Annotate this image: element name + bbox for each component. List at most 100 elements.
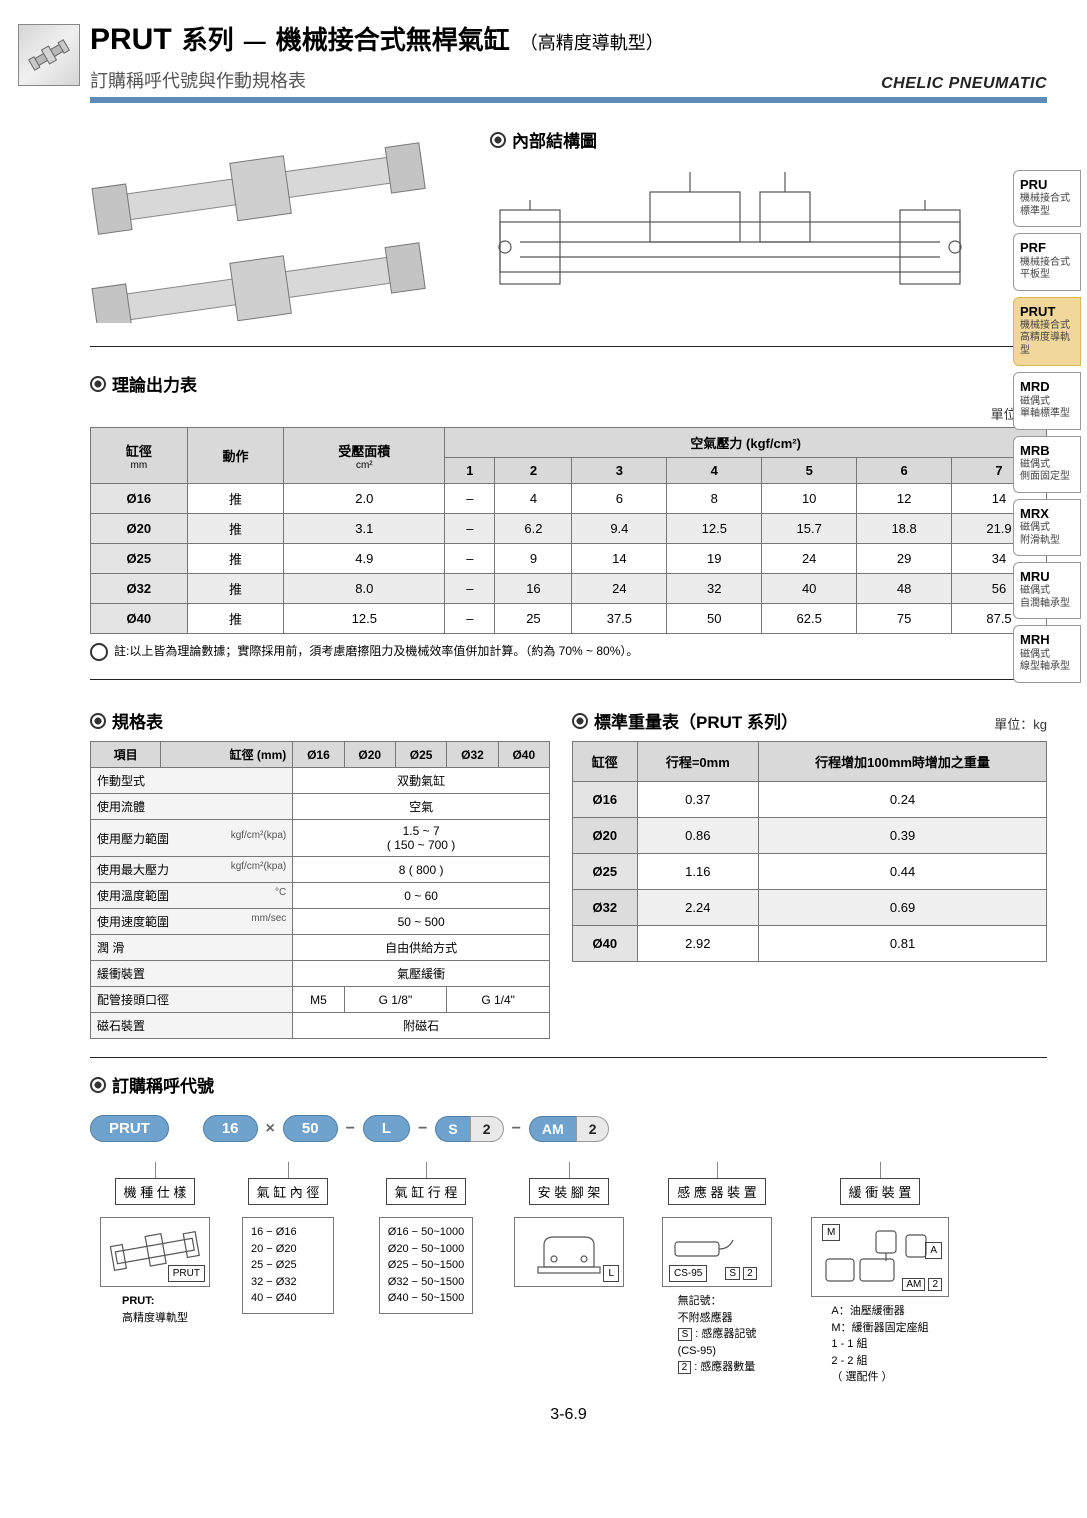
pill-model: PRUT xyxy=(90,1115,169,1142)
struct-diagram xyxy=(490,162,970,312)
spec-bore-4: Ø40 xyxy=(498,742,549,768)
weight-col-bore: 缸徑 xyxy=(573,742,638,782)
weight-heading: 標準重量表（PRUT 系列） xyxy=(572,708,798,733)
pill-x: × xyxy=(266,1120,275,1138)
force-table: 缸徑mm 動作 受壓面積cm² 空氣壓力 (kgf/cm²) 1234567 Ø… xyxy=(90,427,1047,634)
spec-magnet-value: 附磁石 xyxy=(293,1013,550,1039)
order-buffer-tag-a: A xyxy=(925,1242,942,1259)
order-sensor-tag-2: 2 xyxy=(743,1267,757,1280)
order-sensor-img: CS-95 S 2 xyxy=(662,1217,772,1287)
order-mount-img: L xyxy=(514,1217,624,1287)
force-pressure-col: 1 xyxy=(445,458,495,484)
force-note-text: 註:以上皆為理論數據；實際採用前，須考慮磨擦阻力及機械效率值併加計算。（約為 7… xyxy=(114,642,638,659)
side-nav: PRU機械接合式標準型 PRF機械接合式平板型 PRUT機械接合式高精度導軌型MRD… xyxy=(1013,170,1081,683)
order-sensor-tag-s: S xyxy=(725,1267,740,1280)
order-label-stroke: 氣 缸 行 程 xyxy=(386,1178,467,1205)
force-row: Ø16推2.0–468101214 xyxy=(91,484,1047,514)
spec-bore-2: Ø25 xyxy=(395,742,446,768)
spec-port-label: 配管接頭口徑 xyxy=(91,987,293,1013)
force-pressure-col: 5 xyxy=(762,458,857,484)
spec-row: 使用速度範圍mm/sec50 ~ 500 xyxy=(91,909,550,935)
spec-port-m5: M5 xyxy=(293,987,344,1013)
pill-buf-a: AM xyxy=(529,1116,576,1142)
spec-bore-0: Ø16 xyxy=(293,742,344,768)
spec-bore-1: Ø20 xyxy=(344,742,395,768)
order-buffer-tag-m: M xyxy=(822,1224,840,1241)
pill-buf-n: 2 xyxy=(576,1116,610,1142)
side-tab-mrh[interactable]: MRH磁偶式線型軸承型 xyxy=(1013,625,1081,682)
product-render xyxy=(90,113,460,328)
pill-stroke: 50 xyxy=(283,1115,338,1142)
pill-bore: 16 xyxy=(203,1115,258,1142)
side-tab-prf[interactable]: PRF機械接合式平板型 xyxy=(1013,233,1081,290)
force-pressure-col: 3 xyxy=(572,458,667,484)
side-tab-mrb[interactable]: MRB磁偶式側面固定型 xyxy=(1013,436,1081,493)
force-pressure-col: 6 xyxy=(857,458,952,484)
order-heading: 訂購稱呼代號 xyxy=(90,1072,1047,1097)
force-pressure-col: 2 xyxy=(495,458,572,484)
force-col-area-unit: cm² xyxy=(290,460,438,471)
order-label-buffer: 緩 衝 裝 置 xyxy=(840,1178,921,1205)
side-tab-mrx[interactable]: MRX磁偶式附滑軌型 xyxy=(1013,499,1081,556)
force-row: Ø32推8.0–162432404856 xyxy=(91,574,1047,604)
side-tab-mru[interactable]: MRU磁偶式自潤軸承型 xyxy=(1013,562,1081,619)
spec-magnet-label: 磁石裝置 xyxy=(91,1013,293,1039)
order-buffer-tag-am: AM xyxy=(902,1278,925,1291)
header-divider xyxy=(90,97,1047,103)
pill-sensor-n: 2 xyxy=(470,1116,504,1142)
spec-row: 使用最大壓力kgf/cm²(kpa)8 ( 800 ) xyxy=(91,857,550,883)
order-stroke-opts: Ø16 − 50~1000Ø20 − 50~1000Ø25 − 50~1500Ø… xyxy=(379,1217,473,1314)
spec-port-g14: G 1/4" xyxy=(447,987,550,1013)
pill-sensor-s: S xyxy=(435,1116,469,1142)
side-tab-pru[interactable]: PRU機械接合式標準型 xyxy=(1013,170,1081,227)
spec-table: 項目 缸徑 (mm) Ø16 Ø20 Ø25 Ø32 Ø40 作動型式双動氣缸使… xyxy=(90,741,550,1039)
order-label-mount: 安 裝 腳 架 xyxy=(529,1178,610,1205)
order-mount-tag: L xyxy=(603,1265,619,1282)
spec-col-item: 項目 xyxy=(91,742,161,768)
order-model-tag: PRUT xyxy=(168,1265,205,1282)
order-bore-opts: 16 − Ø1620 − Ø2025 − Ø2532 − Ø3240 − Ø40 xyxy=(242,1217,334,1314)
spec-row: 潤 滑自由供給方式 xyxy=(91,935,550,961)
spec-port-g18: G 1/8" xyxy=(344,987,447,1013)
title-main: 機械接合式無桿氣缸 xyxy=(276,20,510,57)
force-unit: 單位：kgf xyxy=(90,404,1047,423)
page-number: 3-6.9 xyxy=(90,1406,1047,1424)
weight-row: Ø200.860.39 xyxy=(573,818,1047,854)
side-tab-mrd[interactable]: MRD磁偶式單軸標準型 xyxy=(1013,372,1081,429)
order-sensor-notes: 無記號：不附感應器S : 感應器記號 (CS-95)2 : 感應器數量 xyxy=(678,1293,757,1376)
order-sensor-tag-cs: CS-95 xyxy=(669,1265,707,1282)
weight-unit: 單位：kg xyxy=(994,714,1047,733)
side-tab-prut[interactable]: PRUT機械接合式高精度導軌型 xyxy=(1013,297,1081,367)
page-subtitle: 訂購稱呼代號與作動規格表 xyxy=(90,67,306,93)
weight-table: 缸徑 行程=0mm 行程增加100mm時增加之重量 Ø160.370.24Ø20… xyxy=(572,741,1047,962)
weight-col-s0: 行程=0mm xyxy=(637,742,759,782)
spec-bore-3: Ø32 xyxy=(447,742,498,768)
force-col-area: 受壓面積 xyxy=(338,444,390,459)
title-subtype: （高精度導軌型） xyxy=(520,29,664,55)
force-pressure-col: 4 xyxy=(667,458,762,484)
order-buffer-img: M A AM 2 xyxy=(811,1217,949,1297)
force-row: Ø25推4.9–91419242934 xyxy=(91,544,1047,574)
spec-col-bore: 缸徑 (mm) xyxy=(161,742,293,768)
weight-row: Ø251.160.44 xyxy=(573,854,1047,890)
order-label-sensor: 感 應 器 裝 置 xyxy=(668,1178,765,1205)
struct-heading: 內部結構圖 xyxy=(490,127,1047,152)
spec-row: 作動型式双動氣缸 xyxy=(91,768,550,794)
pill-dash1: − xyxy=(346,1120,355,1138)
weight-col-per100: 行程增加100mm時增加之重量 xyxy=(759,742,1047,782)
force-note: 註:以上皆為理論數據；實際採用前，須考慮磨擦阻力及機械效率值併加計算。（約為 7… xyxy=(90,642,1047,661)
weight-row: Ø160.370.24 xyxy=(573,782,1047,818)
title-dash: — xyxy=(244,29,266,55)
order-model-name: PRUT: xyxy=(122,1295,154,1307)
force-row: Ø20推3.1–6.29.412.515.718.821.9 xyxy=(91,514,1047,544)
pill-mount: L xyxy=(363,1115,410,1142)
spec-row: 緩衝裝置氣壓緩衝 xyxy=(91,961,550,987)
pill-dash3: − xyxy=(512,1120,521,1138)
force-col-group: 空氣壓力 (kgf/cm²) xyxy=(445,428,1047,458)
spec-row: 使用流體空氣 xyxy=(91,794,550,820)
order-label-model: 機 種 仕 樣 xyxy=(115,1178,196,1205)
spec-heading: 規格表 xyxy=(90,708,550,733)
pill-dash2: − xyxy=(418,1120,427,1138)
brand-icon xyxy=(18,24,80,86)
order-buffer-tag-2: 2 xyxy=(928,1278,942,1291)
